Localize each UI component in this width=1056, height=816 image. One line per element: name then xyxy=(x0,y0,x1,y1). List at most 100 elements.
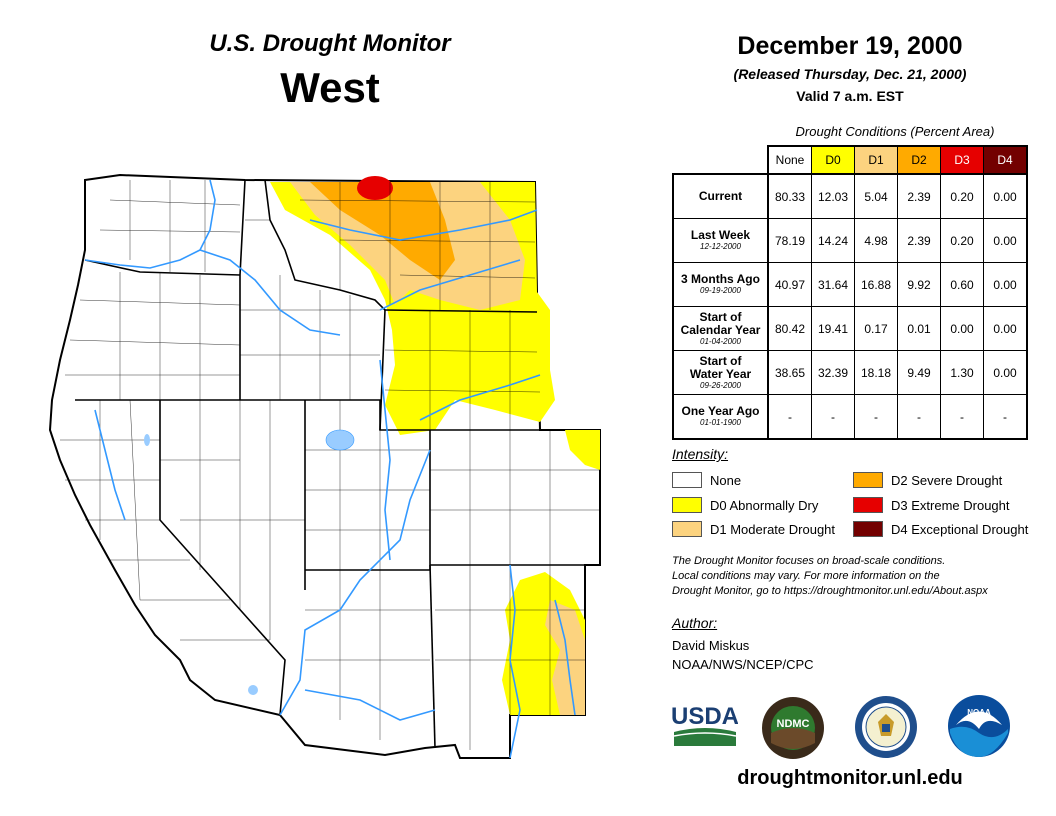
table-cell: 0.00 xyxy=(983,173,1028,219)
table-cell: - xyxy=(767,394,812,440)
ndmc-logo-text: NDMC xyxy=(777,718,810,730)
legend-label: D2 Severe Drought xyxy=(891,473,1003,488)
table-cell: 18.18 xyxy=(854,350,898,395)
state-border-wa-or xyxy=(84,259,241,276)
commerce-seal-logo xyxy=(855,696,917,758)
row-date: 01-04-2000 xyxy=(700,336,741,346)
table-row: Current 80.33 12.03 5.04 2.39 0.20 0.00 xyxy=(672,173,1028,219)
table-cell: 2.39 xyxy=(897,218,941,263)
legend-label: D1 Moderate Drought xyxy=(710,522,836,537)
rivers xyxy=(84,179,576,759)
column-header-d0: D0 xyxy=(811,145,855,175)
missouri-river xyxy=(309,209,538,241)
green-river xyxy=(379,359,391,561)
column-header-d1: D1 xyxy=(854,145,898,175)
row-label-line: Last Week xyxy=(690,228,751,242)
valid-time: Valid 7 a.m. EST xyxy=(796,88,904,104)
table-cell: 78.19 xyxy=(767,218,812,263)
table-cell: 9.49 xyxy=(897,350,941,395)
columbia-river xyxy=(84,179,216,269)
disclaimer-note: The Drought Monitor focuses on broad-sca… xyxy=(672,554,1042,599)
state-borders xyxy=(75,179,600,749)
legend-swatch xyxy=(672,521,702,537)
gila-river xyxy=(304,689,436,721)
lake-tahoe xyxy=(144,434,150,446)
sacramento-river xyxy=(94,409,126,521)
usda-logo: USDA xyxy=(672,703,738,746)
row-label-line: Start of xyxy=(699,309,742,324)
noaa-logo: NOAA xyxy=(948,695,1010,757)
table-cell: 38.65 xyxy=(767,350,812,395)
table-cell: - xyxy=(940,394,984,440)
drought-map xyxy=(48,173,601,759)
table-cell: 0.00 xyxy=(983,306,1028,351)
table-cell: 0.00 xyxy=(940,306,984,351)
state-border-az-nm xyxy=(429,564,436,749)
column-header-d4: D4 xyxy=(983,145,1028,175)
legend-label: D3 Extreme Drought xyxy=(891,498,1010,513)
pecos-river xyxy=(554,599,576,716)
row-label-line: Current xyxy=(698,189,743,203)
table-cell: 19.41 xyxy=(811,306,855,351)
table-cell: 0.00 xyxy=(983,350,1028,395)
author-heading: Author: xyxy=(672,615,718,631)
table-cell: - xyxy=(897,394,941,440)
legend-swatch xyxy=(672,472,702,488)
table-cell: 2.39 xyxy=(897,173,941,219)
column-header-d3: D3 xyxy=(940,145,984,175)
table-cell: 0.00 xyxy=(983,262,1028,307)
table-row: Last Week 12-12-2000 78.19 14.24 4.98 2.39 0.2… xyxy=(672,218,1028,263)
state-border-nv-ut xyxy=(240,399,430,431)
column-header-d2: D2 xyxy=(897,145,941,175)
row-label-line: Calendar Year xyxy=(680,322,761,337)
table-caption: Drought Conditions (Percent Area) xyxy=(795,124,995,139)
map-date: December 19, 2000 xyxy=(737,32,963,60)
table-cell: 16.88 xyxy=(854,262,898,307)
column-header-none: None xyxy=(767,145,812,175)
table-row: 3 Months Ago 09-19-2000 40.97 31.64 16.88 9.9… xyxy=(672,262,1028,307)
salton-sea xyxy=(248,685,258,695)
row-label: One Year Ago 01-01-1900 xyxy=(672,394,769,440)
table-cell: 31.64 xyxy=(811,262,855,307)
legend-swatch xyxy=(853,472,883,488)
table-corner xyxy=(673,146,769,175)
table-cell: 4.98 xyxy=(854,218,898,263)
drought-area-d1-newmexico xyxy=(545,600,585,715)
author-name: David Miskus xyxy=(672,638,750,653)
table-cell: 1.30 xyxy=(940,350,984,395)
row-label-line: Water Year xyxy=(689,366,752,381)
yellowstone-river xyxy=(379,259,521,311)
state-border-id-west xyxy=(239,179,246,400)
footer-url[interactable]: droughtmonitor.unl.edu xyxy=(737,767,963,789)
colorado-river xyxy=(279,449,431,716)
author-organization: NOAA/NWS/NCEP/CPC xyxy=(672,657,814,672)
table-cell: 0.00 xyxy=(983,218,1028,263)
table-row: One Year Ago 01-01-1900- - - - - - xyxy=(672,394,1028,440)
table-cell: 0.20 xyxy=(940,218,984,263)
release-date: (Released Thursday, Dec. 21, 2000) xyxy=(733,66,967,82)
drought-conditions-table: None D0 D1 D2 D3 D4 Current 80.33 12.03 5.04 2.39… xyxy=(672,145,1028,440)
row-date: 01-01-1900 xyxy=(700,418,741,427)
table-cell: 0.60 xyxy=(940,262,984,307)
platte-river xyxy=(419,374,541,421)
row-label-line: 3 Months Ago xyxy=(681,272,760,286)
drought-area-d3-north xyxy=(357,176,393,200)
note-line: Local conditions may vary. For more info… xyxy=(672,570,940,582)
region-title: West xyxy=(280,64,380,111)
row-label-line: One Year Ago xyxy=(681,404,760,418)
row-label: 3 Months Ago 09-19-2000 xyxy=(672,262,769,307)
legend-swatch xyxy=(853,497,883,513)
table-header-row: None D0 D1 D2 D3 D4 xyxy=(673,145,1028,175)
row-date: 09-26-2000 xyxy=(700,380,741,390)
table-cell: 0.17 xyxy=(854,306,898,351)
table-cell: - xyxy=(811,394,855,440)
table-cell: 40.97 xyxy=(767,262,812,307)
note-line: The Drought Monitor focuses on broad-sca… xyxy=(672,555,946,567)
legend-swatch xyxy=(672,497,702,513)
legend-label: D0 Abnormally Dry xyxy=(710,498,819,513)
table-cell: 0.01 xyxy=(897,306,941,351)
rio-grande xyxy=(509,564,521,759)
map-title: U.S. Drought Monitor xyxy=(209,30,451,57)
table-cell: - xyxy=(854,394,898,440)
ndmc-logo: NDMC xyxy=(762,697,824,759)
